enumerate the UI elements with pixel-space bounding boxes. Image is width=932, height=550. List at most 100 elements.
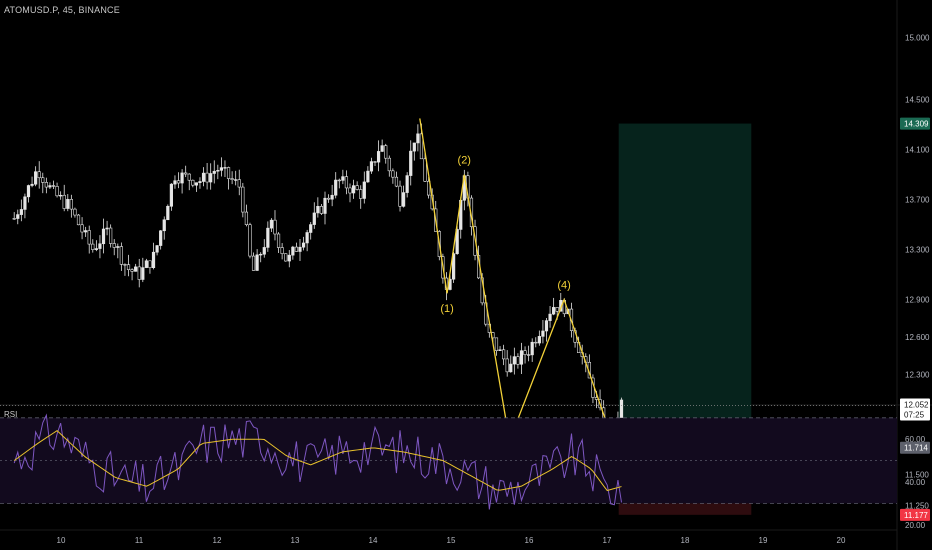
candle-body [287,254,291,262]
candle-body [87,230,91,245]
price-tick-label[interactable]: 14.100 [905,146,930,155]
candle-body [426,180,431,196]
entry-price-badge[interactable] [900,441,930,454]
price-tick-label[interactable]: 13.300 [905,246,930,255]
wave-label-4[interactable]: (4) [557,279,570,291]
time-tick-label[interactable]: 11 [135,536,144,545]
rsi-tick-label[interactable]: 40.00 [905,478,926,487]
candle-body [409,150,413,176]
candle-body [266,227,270,248]
candle-body [230,178,234,180]
candle-body [412,142,416,152]
candle-body [387,157,391,172]
candle-body [323,197,327,214]
candle-body [319,206,324,214]
price-tick-label[interactable]: 14.500 [905,96,930,105]
candle-body [341,176,345,181]
time-tick-label[interactable]: 18 [681,536,690,545]
candle-body [248,224,252,257]
rsi-indicator-label[interactable]: RSI [4,410,18,419]
time-tick-label[interactable]: 14 [369,536,378,545]
candle-body [330,194,334,200]
time-tick-label[interactable]: 20 [837,536,846,545]
candle-body [155,245,159,253]
candle-body [101,228,106,245]
candle-body [541,330,545,337]
price-tick-label[interactable]: 15.000 [905,33,930,42]
candle-body [291,246,295,256]
candle-body [173,180,177,185]
candle-body [16,214,20,219]
candle-body [73,208,77,216]
rsi-tick-label[interactable]: 60.00 [905,435,926,444]
price-tick-label[interactable]: 13.700 [905,196,930,205]
rsi-tick-label[interactable]: 20.00 [905,521,926,530]
candle-body [362,181,366,199]
candle-body [284,253,288,262]
wave-label-1[interactable]: (1) [440,303,453,315]
candle-body [373,161,377,163]
candle-body [423,158,427,182]
candle-body [66,199,70,209]
candle-body [26,185,31,198]
price-tick-label[interactable]: 12.300 [905,371,930,380]
candle-body [502,349,506,360]
time-tick-label[interactable]: 17 [603,536,612,545]
candle-body [141,267,145,280]
candle-body [294,246,299,252]
candle-body [126,264,131,270]
candle-body [348,187,352,194]
candle-body [134,266,138,272]
candle-body [51,185,56,187]
target-price-badge-text: 14.309 [904,120,929,129]
elliott-wave-line[interactable] [419,118,620,459]
current-price-badge[interactable] [900,398,930,421]
candle-body [176,180,181,184]
wave-label-2[interactable]: (2) [458,155,471,167]
candle-body [355,185,359,190]
candle-body [69,199,73,210]
candle-body [398,185,402,207]
candle-body [184,172,188,175]
candle-body [91,243,95,250]
time-tick-label[interactable]: 12 [213,536,222,545]
symbol-label[interactable]: ATOMUSD.P, 45, BINANCE [4,5,120,15]
rsi-band [0,417,897,504]
candle-body [380,145,384,152]
time-tick-label[interactable]: 13 [291,536,300,545]
candle-body [505,358,509,373]
candle-body [105,227,109,230]
price-tick-label[interactable]: 12.600 [905,333,930,342]
candle-body [151,251,156,269]
candle-body [119,246,123,265]
target-price-badge[interactable] [900,117,930,130]
time-tick-label[interactable]: 19 [759,536,768,545]
candle-body [251,255,256,271]
candle-body [30,183,34,186]
price-tick-label[interactable]: 11.250 [905,502,929,511]
candle-body [269,219,274,229]
stop-price-badge-text: 11.177 [904,511,928,520]
candle-body [94,248,98,250]
candle-body [359,189,363,199]
candle-body [326,197,331,200]
candle-body [123,264,127,266]
candle-body [555,307,559,312]
price-tick-label[interactable]: 11.500 [905,470,929,479]
candle-body [262,247,266,255]
time-tick-label[interactable]: 16 [525,536,534,545]
price-tick-label[interactable]: 12.900 [905,296,930,305]
candle-body [401,192,406,207]
candle-body [80,224,84,233]
candle-body [219,167,223,171]
candle-body [312,212,316,225]
stop-price-badge[interactable] [900,508,930,521]
time-tick-label[interactable]: 15 [447,536,456,545]
time-tick-label[interactable]: 10 [57,536,66,545]
candle-body [209,173,213,183]
profit-zone[interactable] [618,123,752,448]
rsi-ma-line [13,430,622,492]
candle-body [512,356,516,365]
